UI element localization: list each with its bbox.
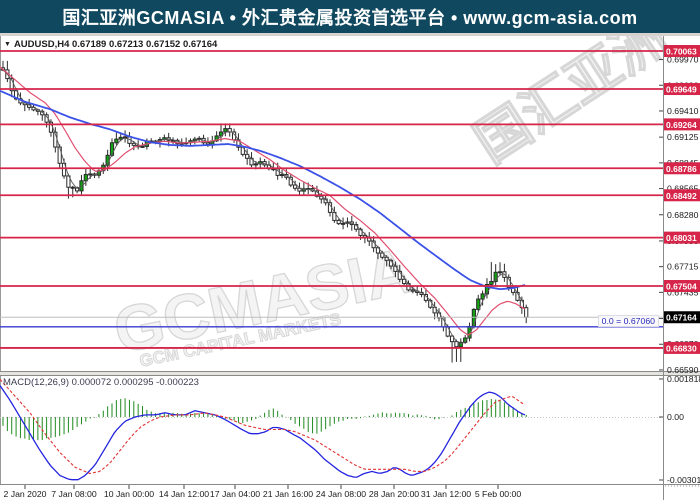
macd-scale-label: 0.00 — [667, 412, 684, 422]
ma-fast-line — [0, 69, 525, 344]
time-tick-label: 28 Jan 20:00 — [369, 489, 419, 499]
sr-price-tag — [664, 83, 700, 96]
candle — [340, 222, 346, 225]
candle — [88, 173, 93, 176]
price-tick-label: 0.67715 — [667, 262, 699, 272]
window-strip — [0, 33, 700, 36]
pane-separator[interactable] — [0, 371, 700, 376]
time-tick-label: 5 Feb 00:00 — [475, 489, 522, 499]
candle — [75, 187, 80, 192]
price-tick-label: 0.68280 — [667, 210, 699, 220]
candle — [410, 289, 415, 292]
candle — [114, 138, 119, 144]
sr-price-tag — [664, 45, 700, 57]
ma-blue-line — [0, 89, 526, 291]
candle — [476, 298, 481, 310]
sr-price-tag — [664, 162, 700, 175]
time-tick-label: 2 Jan 2020 — [4, 489, 47, 499]
sr-price-tag-text: 0.68492 — [666, 191, 697, 201]
candle — [279, 174, 285, 177]
macd-histogram — [2, 398, 527, 441]
macd-indicator-label: MACD(12,26,9) 0.000072 0.000295 -0.00022… — [3, 377, 199, 388]
fibo-level-label: 0.0 = 0.67060 — [597, 315, 659, 327]
candle — [13, 90, 19, 100]
candle — [170, 139, 176, 142]
sr-price-tag-text: 0.66830 — [666, 343, 697, 353]
sr-price-tag-text: 0.70063 — [666, 47, 697, 57]
candle — [449, 335, 455, 343]
candle — [336, 219, 341, 225]
candle — [22, 102, 27, 106]
price-tick-label: 0.67435 — [667, 287, 699, 297]
sr-price-tag-text: 0.69649 — [666, 85, 697, 95]
price-tick-label: 0.69410 — [667, 106, 699, 116]
candle — [402, 278, 407, 285]
time-tick-label: 10 Jan 00:00 — [104, 489, 154, 499]
candle — [454, 341, 459, 348]
sr-price-tag — [664, 280, 700, 293]
macd-scale-label: 0.001818 — [667, 374, 700, 384]
candle — [245, 153, 250, 159]
sr-price-tag-text: 0.69264 — [666, 120, 697, 130]
sr-price-tag-text: 0.67504 — [666, 282, 697, 292]
candle — [480, 293, 485, 300]
sr-price-tag-text: 0.68786 — [666, 164, 697, 174]
time-tick-label: 24 Jan 08:00 — [316, 489, 366, 499]
sr-price-tag — [664, 189, 700, 202]
candle — [319, 195, 324, 200]
macd-main-line — [0, 385, 526, 481]
chevron-down-icon[interactable]: ▼ — [4, 41, 11, 48]
candle — [9, 78, 14, 92]
ma-red-line — [0, 66, 526, 336]
candle — [489, 280, 494, 285]
candle — [223, 128, 228, 133]
candle — [484, 283, 490, 295]
candle — [140, 145, 145, 148]
sr-price-tag — [664, 118, 700, 131]
price-tick-label: 0.68565 — [667, 184, 699, 194]
price-tick-label: 0.69970 — [667, 55, 699, 65]
candle — [301, 188, 306, 192]
candle — [458, 341, 463, 348]
sr-price-tag — [664, 341, 700, 354]
macd-signal-line — [0, 379, 526, 475]
candle — [253, 163, 258, 166]
current-price-tag — [664, 311, 700, 324]
candle — [463, 337, 468, 343]
time-tick-label: 17 Jan 04:00 — [210, 489, 260, 499]
sr-price-tag — [664, 231, 700, 244]
time-tick-label: 7 Jan 08:00 — [51, 489, 97, 499]
time-tick-label: 31 Jan 12:00 — [421, 489, 471, 499]
chart-title-text: AUDUSD,H4 0.67189 0.67213 0.67152 0.6716… — [13, 39, 218, 50]
sr-price-tag-text: 0.68031 — [666, 233, 697, 243]
candle — [118, 136, 123, 140]
time-tick-label: 21 Jan 16:00 — [263, 489, 313, 499]
candle — [493, 271, 498, 282]
candle — [205, 142, 211, 145]
promo-banner-text: 国汇亚洲GCMASIA • 外汇贵金属投资首选平台 • www.gcm-asia… — [62, 7, 638, 28]
time-tick-label: 14 Jan 12:00 — [159, 489, 209, 499]
price-tick-label: 0.66590 — [667, 365, 699, 375]
candle — [122, 136, 128, 139]
current-price-tag-text: 0.67164 — [666, 313, 697, 323]
candle — [70, 186, 75, 189]
candle — [524, 307, 529, 318]
candle — [57, 146, 62, 164]
candle — [506, 276, 511, 288]
candle — [83, 174, 88, 182]
candle — [131, 142, 136, 146]
chart-title: ▼ AUDUSD,H4 0.67189 0.67213 0.67152 0.671… — [4, 39, 217, 50]
price-tick-label: 0.69125 — [667, 132, 699, 142]
candles-group — [0, 67, 529, 348]
candle — [397, 270, 402, 280]
candle — [293, 184, 298, 189]
candle — [497, 271, 503, 274]
promo-banner[interactable]: 国汇亚洲GCMASIA • 外汇贵金属投资首选平台 • www.gcm-asia… — [0, 0, 700, 33]
